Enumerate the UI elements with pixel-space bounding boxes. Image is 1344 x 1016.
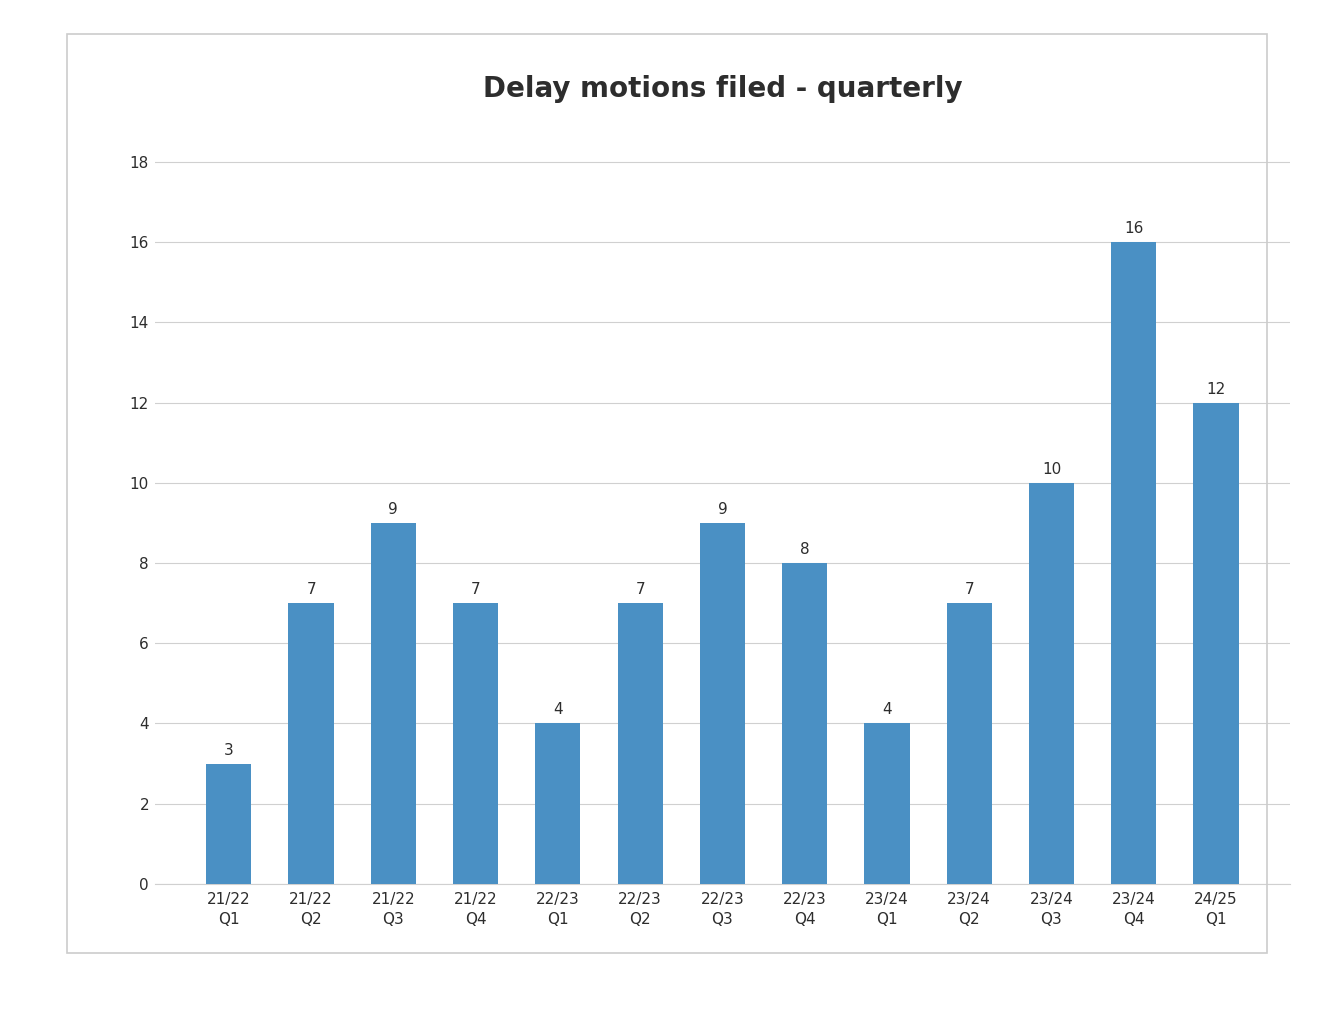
Text: 4: 4: [882, 702, 892, 717]
Text: 7: 7: [306, 582, 316, 597]
Text: 12: 12: [1207, 382, 1226, 396]
Bar: [864, 723, 910, 884]
Text: 10: 10: [1042, 462, 1062, 477]
Bar: [535, 723, 581, 884]
Bar: [1193, 402, 1239, 884]
Text: 7: 7: [470, 582, 480, 597]
Text: 9: 9: [718, 502, 727, 517]
Text: 7: 7: [636, 582, 645, 597]
Bar: [782, 563, 828, 884]
Bar: [453, 604, 499, 884]
Text: 16: 16: [1124, 221, 1144, 237]
Bar: [946, 604, 992, 884]
Text: 7: 7: [965, 582, 974, 597]
Bar: [289, 604, 333, 884]
Bar: [700, 523, 745, 884]
Text: 4: 4: [552, 702, 563, 717]
Bar: [617, 604, 663, 884]
Text: 3: 3: [224, 743, 234, 758]
Bar: [1030, 483, 1074, 884]
Text: 9: 9: [388, 502, 398, 517]
Bar: [371, 523, 415, 884]
Bar: [206, 764, 251, 884]
Title: Delay motions filed - quarterly: Delay motions filed - quarterly: [482, 75, 962, 103]
Text: 8: 8: [800, 543, 809, 557]
Bar: [1111, 242, 1156, 884]
